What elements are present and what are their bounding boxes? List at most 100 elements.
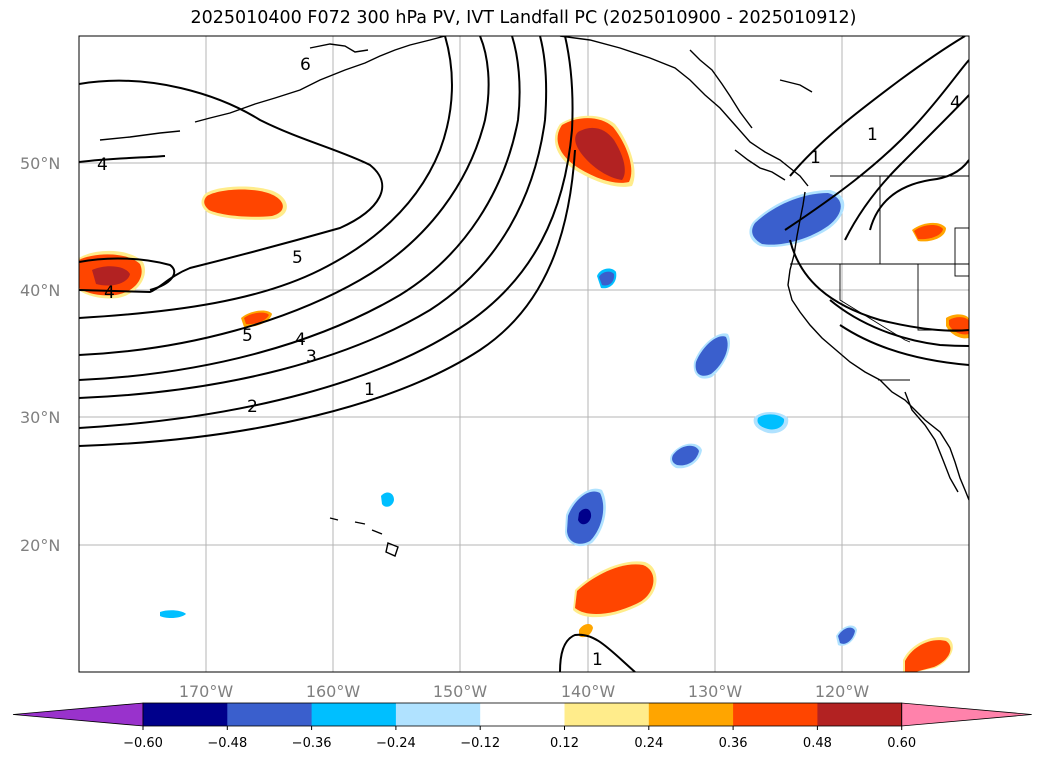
contour-line <box>829 299 969 347</box>
fill-blob <box>160 610 186 619</box>
contour-label: 4 <box>97 155 108 175</box>
colorbar-tick-label: 0.24 <box>634 736 663 751</box>
lon-label: 120°W <box>815 682 870 701</box>
contour-label: 1 <box>867 125 878 145</box>
colorbar: −0.60 −0.48 −0.36 −0.24 −0.12 0.12 0.24 0.36 0.4… <box>12 702 1032 751</box>
colorbar-outline <box>142 702 903 727</box>
map-title: 2025010400 F072 300 hPa PV, IVT Landfall… <box>190 8 857 28</box>
colorbar-tick-label: 0.36 <box>719 736 748 751</box>
contour-line <box>869 159 969 231</box>
fill-blob <box>578 508 592 525</box>
lon-label: 150°W <box>433 682 488 701</box>
lat-label: 40°N <box>20 281 60 300</box>
pv-contours <box>79 36 969 672</box>
colorbar-tick-label: 0.12 <box>550 736 579 751</box>
contour-line <box>789 239 969 332</box>
contour-label: 4 <box>104 283 115 303</box>
contour-label: 1 <box>364 380 375 400</box>
coastline <box>194 36 446 123</box>
colorbar-extend-max <box>901 702 1032 727</box>
contour-line <box>79 36 490 356</box>
contour-line <box>79 36 453 319</box>
contour-line <box>79 36 548 399</box>
colorbar-segment <box>817 703 903 726</box>
colorbar-tick-label: −0.60 <box>123 736 163 751</box>
border-line <box>839 264 911 343</box>
contour-line <box>784 59 969 231</box>
contour-line <box>79 36 521 381</box>
colorbar-segment <box>648 703 734 726</box>
fill-blob <box>579 624 593 638</box>
contour-line <box>789 36 966 177</box>
contour-label: 1 <box>810 148 821 168</box>
contour-label: 5 <box>242 326 253 346</box>
lat-label: 20°N <box>20 536 60 555</box>
map-panel <box>79 36 969 672</box>
border-line <box>954 227 969 277</box>
colorbar-segment <box>564 703 650 726</box>
fill-blob <box>381 492 394 507</box>
contour-line <box>839 324 969 366</box>
lon-label: 170°W <box>179 682 234 701</box>
contour-label: 1 <box>592 650 603 670</box>
colorbar-tick-label: 0.60 <box>887 736 916 751</box>
lon-label: 160°W <box>306 682 361 701</box>
coastline <box>689 49 753 129</box>
colorbar-segment <box>395 703 481 726</box>
contour-label: 2 <box>247 397 258 417</box>
lat-label: 50°N <box>20 154 60 173</box>
colorbar-extend-min <box>12 702 144 727</box>
fill-blob <box>695 336 728 376</box>
colorbar-tick-label: −0.24 <box>376 736 416 751</box>
lon-label: 140°W <box>561 682 616 701</box>
colorbar-segment <box>227 703 313 726</box>
latitude-labels: 50°N 40°N 30°N 20°N <box>20 154 60 555</box>
coastline <box>309 43 369 53</box>
fill-blob <box>575 564 654 615</box>
contour-line <box>79 257 176 291</box>
fill-blob <box>757 414 785 430</box>
contour-line <box>559 633 636 672</box>
fill-blob <box>672 445 699 466</box>
colorbar-tick-label: −0.36 <box>292 736 332 751</box>
colorbar-segment <box>311 703 397 726</box>
fill-blob <box>599 271 615 286</box>
lat-label: 30°N <box>20 408 60 427</box>
coastline <box>904 391 959 493</box>
contour-line <box>79 149 576 447</box>
fill-blob <box>905 640 951 672</box>
negative-anomaly-fills <box>160 190 857 646</box>
coastline <box>99 130 181 141</box>
fill-blob <box>914 225 943 240</box>
lon-label: 130°W <box>688 682 743 701</box>
coastline <box>779 79 813 93</box>
fill-blob <box>92 266 130 286</box>
fill-blob <box>244 312 269 325</box>
colorbar-tick-label: 0.48 <box>803 736 832 751</box>
colorbar-segment <box>480 703 565 726</box>
colorbar-segment <box>143 703 228 726</box>
coastline <box>559 36 809 187</box>
coastline <box>734 149 786 181</box>
contour-label: 4 <box>295 330 306 350</box>
contour-label: 5 <box>292 248 303 268</box>
contour-line <box>79 155 166 163</box>
contour-line <box>844 94 969 241</box>
contour-line <box>79 36 574 429</box>
colorbar-segment <box>733 703 818 726</box>
longitude-labels: 170°W 160°W 150°W 140°W 130°W 120°W <box>179 682 870 701</box>
contour-label: 6 <box>300 55 311 75</box>
fill-blob <box>204 189 283 217</box>
fill-blob <box>838 627 855 644</box>
contour-label: 3 <box>306 347 317 367</box>
contour-label: 4 <box>950 93 961 113</box>
fill-blob <box>575 127 625 180</box>
coastline <box>329 517 399 557</box>
contour-line <box>79 79 384 294</box>
map-border <box>78 35 970 673</box>
positive-anomaly-fills <box>79 115 969 672</box>
contour-labels: 6 4 4 5 5 4 3 2 1 1 1 1 4 <box>97 55 961 670</box>
colorbar-tick-label: −0.48 <box>207 736 247 751</box>
colorbar-tick-label: −0.12 <box>460 736 500 751</box>
